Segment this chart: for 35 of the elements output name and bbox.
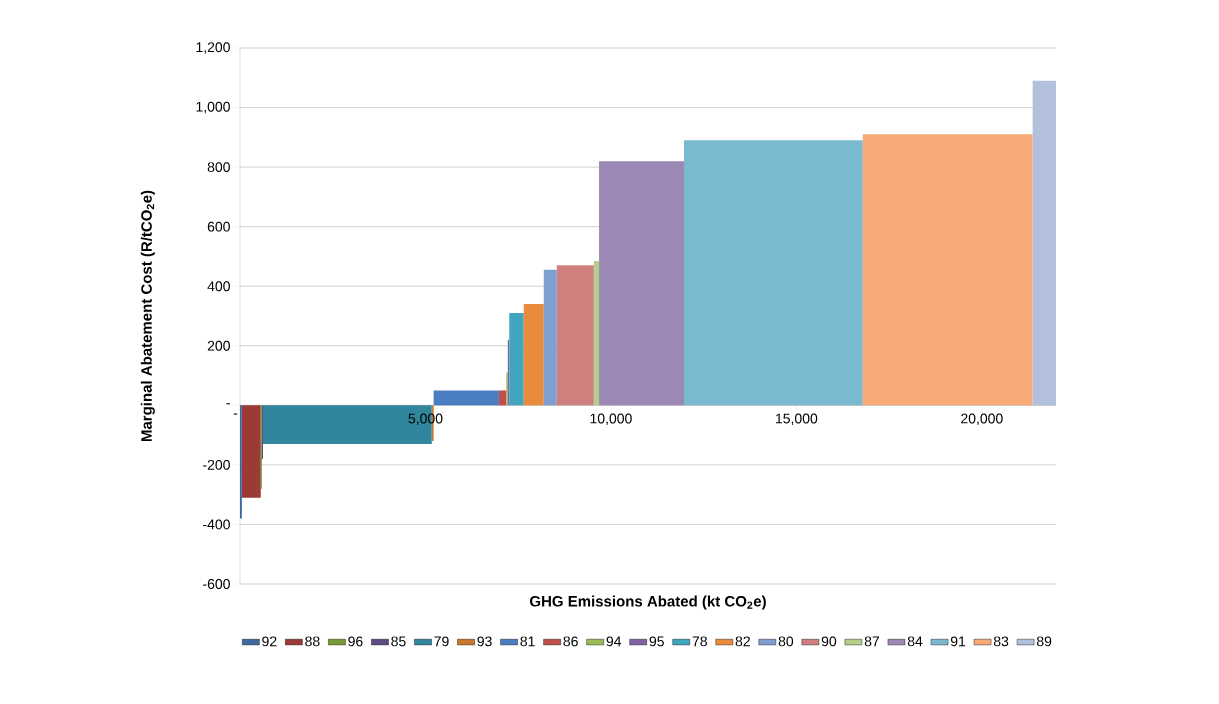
y-tick-label: -600 [203, 579, 230, 589]
legend-label: 95 [649, 636, 664, 647]
legend-label: 91 [950, 636, 966, 647]
y-tick-label: 1,200 [196, 42, 230, 54]
legend-label: 78 [692, 636, 707, 647]
legend-label: 96 [348, 636, 363, 647]
legend-label: 83 [993, 636, 1009, 647]
legend-label: 84 [907, 636, 923, 647]
y-tick-label: 600 [207, 221, 230, 232]
legend-label: 92 [262, 636, 277, 647]
y-tick-label: 800 [207, 162, 230, 173]
x-tick-label: 10,000 [590, 413, 632, 426]
x-tick-label: 20,000 [961, 413, 1003, 426]
legend-label: 88 [305, 636, 320, 647]
y-axis-title: Marginal Abatement Cost (R/tCO$_{2}$e) [140, 190, 155, 442]
y-tick-label: -400 [203, 519, 230, 530]
legend-label: 89 [1036, 636, 1052, 647]
legend-label: 87 [864, 636, 880, 647]
legend-label: 90 [821, 636, 837, 647]
x-tick-label: - [233, 413, 238, 415]
y-tick-label: 1,000 [196, 101, 230, 114]
x-tick-label: 15,000 [776, 413, 818, 426]
legend-label: 85 [391, 636, 406, 647]
legend-label: 79 [434, 636, 449, 647]
legend-label: 80 [778, 636, 794, 647]
legend-label: 93 [477, 636, 492, 647]
y-tick-label: 400 [207, 281, 230, 292]
y-tick-label: 200 [207, 340, 230, 351]
legend-label: 82 [735, 636, 750, 647]
legend-label: 81 [520, 636, 535, 647]
legend-label: 94 [606, 636, 622, 647]
legend-label: 86 [563, 636, 578, 647]
x-axis-title: GHG Emissions Abated (kt CO$_{2}$e) [530, 595, 766, 610]
y-tick-label: -200 [203, 459, 230, 470]
y-tick-label: - [226, 403, 230, 405]
